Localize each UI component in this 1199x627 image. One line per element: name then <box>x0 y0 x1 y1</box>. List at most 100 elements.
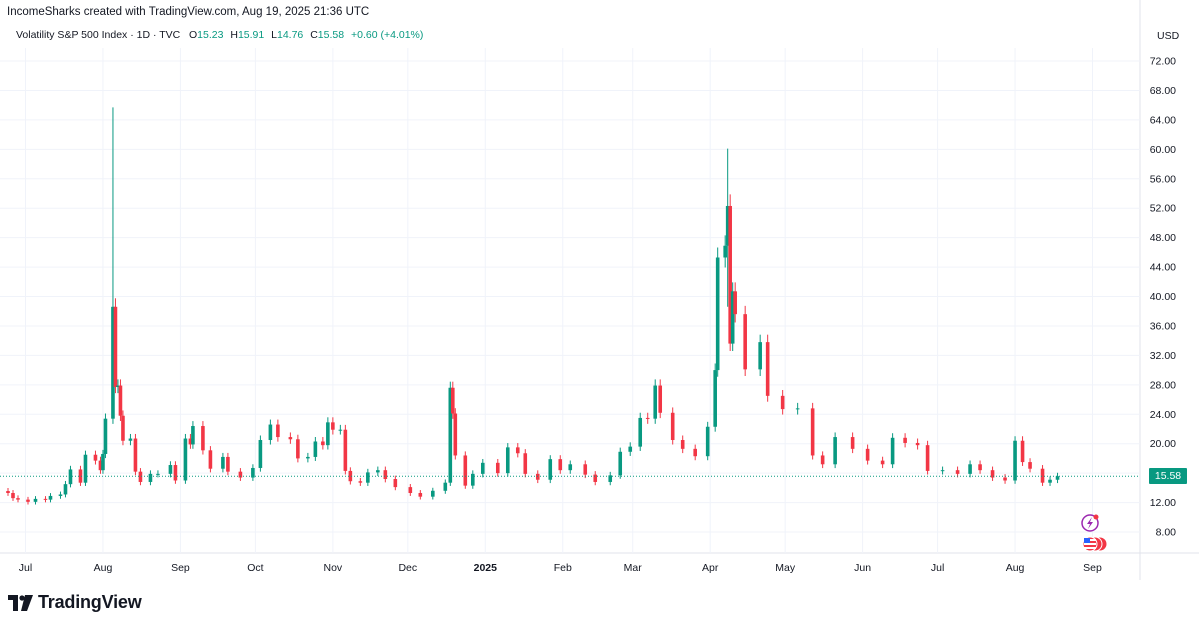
candle <box>331 417 335 435</box>
candle <box>733 282 737 323</box>
candle-body <box>116 385 120 388</box>
candle <box>618 447 623 479</box>
tradingview-logo[interactable]: TradingView <box>8 592 142 613</box>
candle-body <box>1028 462 1032 469</box>
y-tick-label: 12.00 <box>1150 497 1176 509</box>
candle <box>238 468 243 481</box>
candle-body <box>670 412 675 441</box>
candle-body <box>653 385 658 419</box>
high-label: H <box>230 29 238 41</box>
candle <box>653 379 658 424</box>
candle-body <box>758 342 762 370</box>
candle-body <box>955 470 960 474</box>
candle <box>955 466 960 478</box>
y-tick-label: 68.00 <box>1150 85 1176 97</box>
candle <box>713 363 717 432</box>
candle <box>925 440 930 475</box>
candle-body <box>128 438 133 441</box>
tradingview-logo-icon <box>8 594 33 611</box>
candle-body <box>505 447 510 474</box>
last-price-tag: 15.58 <box>1149 468 1187 485</box>
candle <box>276 419 280 442</box>
lightning-event-icon[interactable] <box>1081 514 1099 532</box>
y-tick-label: 40.00 <box>1150 291 1176 303</box>
candle-body <box>470 473 475 486</box>
candle-body <box>173 465 178 481</box>
candle <box>138 468 143 486</box>
y-tick-label: 72.00 <box>1150 56 1176 68</box>
candle <box>148 470 153 486</box>
x-tick-label: May <box>775 562 796 574</box>
candle-body <box>978 464 982 471</box>
candle-body <box>83 454 88 483</box>
close-label: C <box>310 29 318 41</box>
candle-body <box>443 482 448 491</box>
candle-body <box>558 459 563 471</box>
y-tick-label: 8.00 <box>1156 527 1177 539</box>
candle <box>183 433 188 484</box>
candle <box>548 455 553 484</box>
candle-body <box>903 437 907 443</box>
candle-body <box>11 492 15 499</box>
x-tick-label: Apr <box>702 562 719 574</box>
candle-body <box>451 387 455 414</box>
candle <box>191 421 195 449</box>
x-tick-label: Feb <box>554 562 572 574</box>
candle <box>903 433 907 448</box>
events-icons[interactable] <box>1081 514 1108 552</box>
candle <box>1020 436 1025 466</box>
candle-body <box>331 422 335 430</box>
high-value: 15.91 <box>237 29 265 41</box>
candle <box>705 421 710 461</box>
candle-body <box>593 474 598 482</box>
candle <box>558 455 563 474</box>
candle-body <box>723 245 727 258</box>
candle <box>128 433 133 446</box>
candle-body <box>133 438 138 472</box>
candle <box>453 408 458 460</box>
candle-body <box>658 385 663 413</box>
candle-body <box>1020 440 1025 463</box>
us-flag-events-icon[interactable] <box>1082 536 1108 552</box>
candle-body <box>321 441 325 446</box>
candle-body <box>26 499 30 502</box>
candle <box>338 424 343 435</box>
candle <box>940 466 945 475</box>
candle <box>33 496 38 505</box>
time-axis[interactable]: Jul Aug Sep Oct Nov Dec 2025 Feb Mar Apr May Jun Jul… <box>19 562 1102 574</box>
candle <box>48 493 53 503</box>
candle <box>78 465 83 486</box>
candle <box>593 471 598 486</box>
candle <box>313 436 318 461</box>
candle-body <box>148 473 153 482</box>
open-value: 15.23 <box>197 29 224 41</box>
candle <box>765 334 770 402</box>
candle <box>515 443 520 458</box>
candle-body <box>188 438 193 445</box>
candle-body <box>63 484 68 495</box>
candle-body <box>583 464 588 475</box>
x-tick-label: Aug <box>1006 562 1025 574</box>
candle <box>743 305 747 377</box>
candle <box>725 148 730 307</box>
candle <box>638 412 643 451</box>
close-value: 15.58 <box>317 29 345 41</box>
currency-label: USD <box>1157 30 1180 42</box>
y-tick-label: 56.00 <box>1150 173 1176 185</box>
candle-body <box>765 342 770 396</box>
candle-body <box>1040 468 1045 483</box>
candle <box>16 495 20 503</box>
candle-body <box>103 418 108 454</box>
candle-body <box>48 495 53 500</box>
grid-lines <box>0 0 1199 580</box>
candle-body <box>463 455 468 486</box>
candle <box>116 379 120 394</box>
candle-body <box>733 291 737 315</box>
candle-body <box>101 453 105 471</box>
y-tick-label: 32.00 <box>1150 350 1176 362</box>
price-axis[interactable]: 8.0012.0016.0020.0024.0028.0032.0036.004… <box>1150 56 1176 539</box>
candle-body <box>268 424 273 441</box>
candle <box>463 451 468 489</box>
candle <box>728 194 732 352</box>
